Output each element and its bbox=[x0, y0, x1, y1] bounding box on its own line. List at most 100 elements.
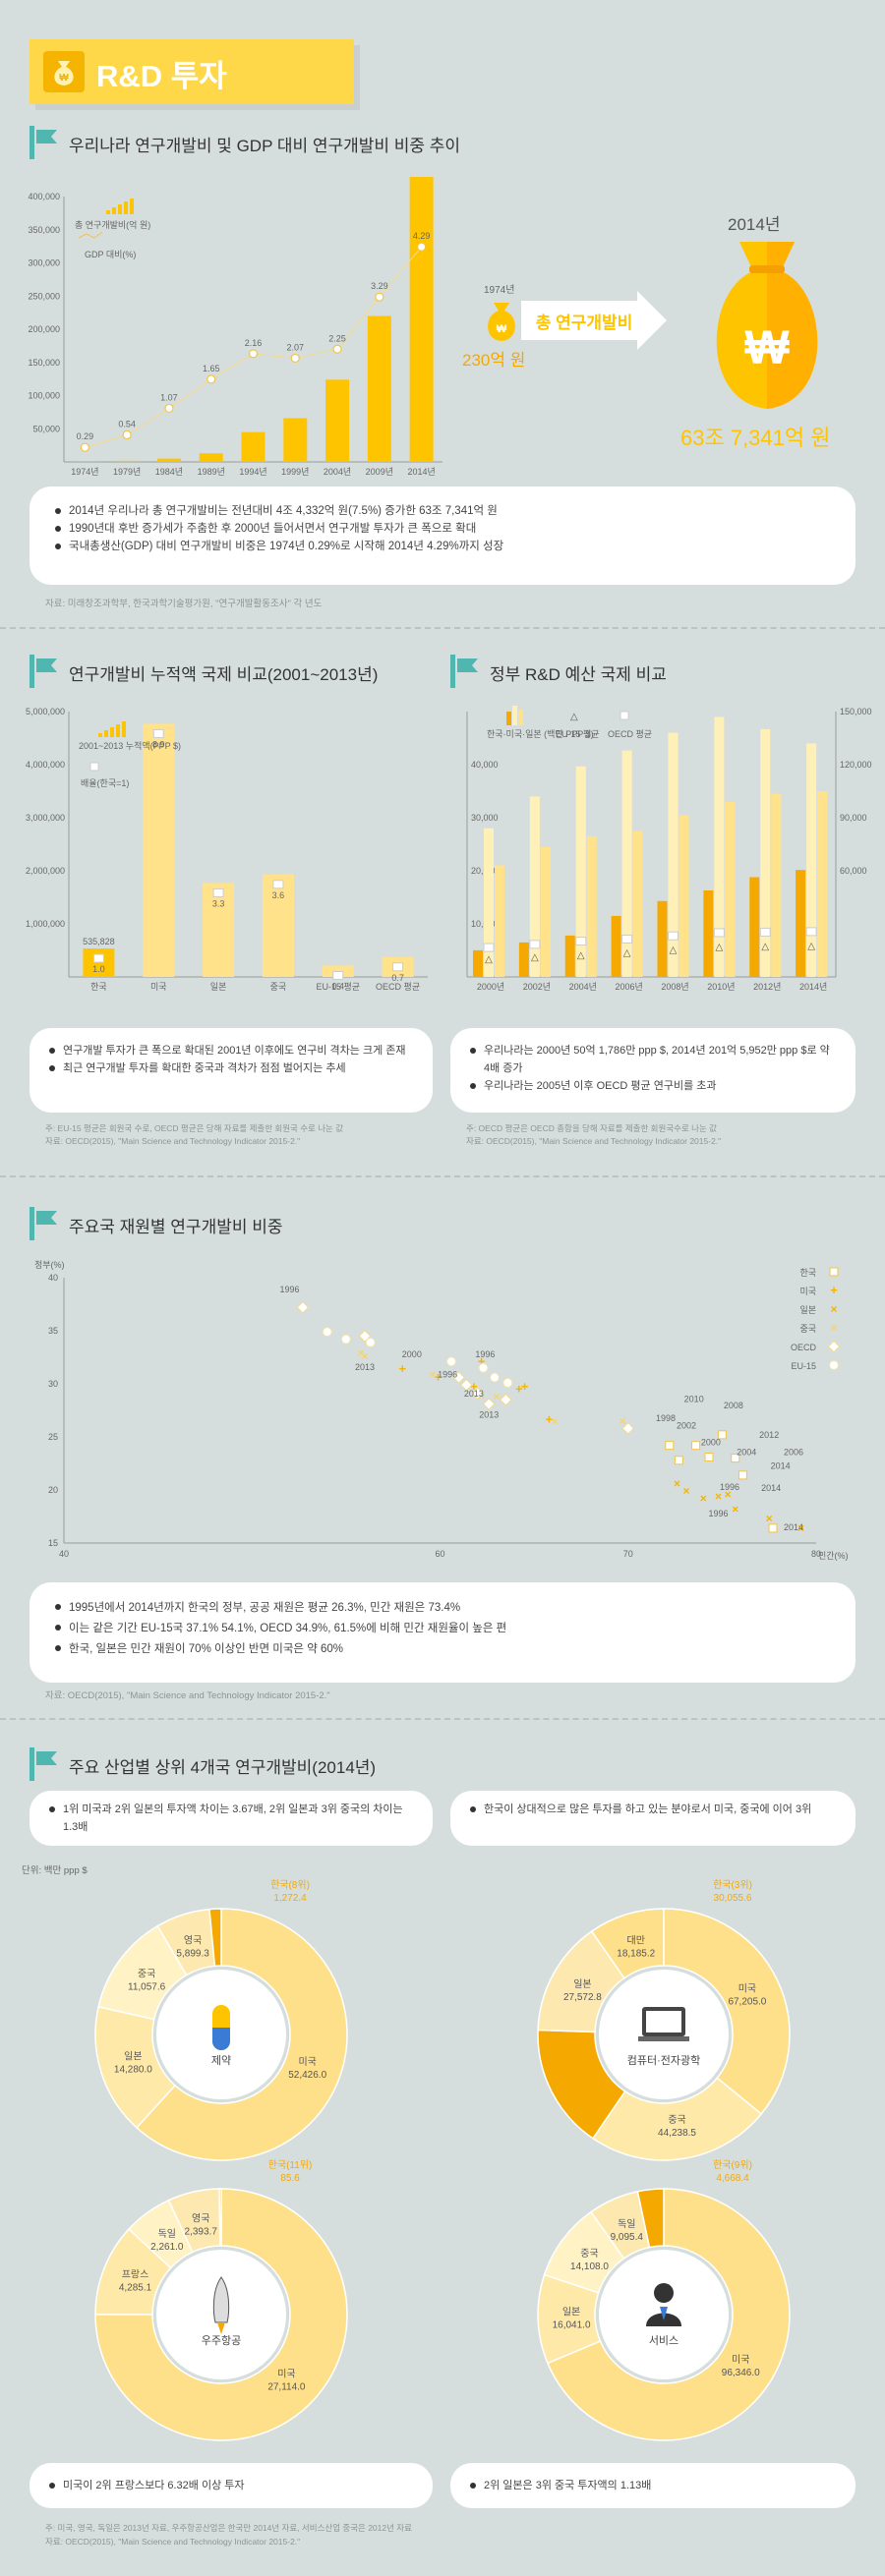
growth-callout: 1974년 ₩ 230억 원 총 연구개발비 2014년 ₩ 63조 7,341… bbox=[462, 197, 875, 462]
head-shape bbox=[654, 2283, 674, 2303]
slice-country: 중국 bbox=[580, 2248, 598, 2260]
x-tick-label: 1984년 bbox=[155, 467, 183, 477]
eu15-marker: △ bbox=[623, 948, 631, 959]
scatter-point bbox=[738, 1470, 747, 1480]
eu15-marker: △ bbox=[670, 945, 678, 955]
slice-country: 한국(8위) bbox=[270, 1878, 310, 1891]
scatter-point: × bbox=[797, 1521, 804, 1535]
industry-label: 컴퓨터·전자광학 bbox=[627, 2054, 701, 2067]
donut-slice bbox=[208, 1908, 222, 1968]
section4-source: 자료: OECD(2015), "Main Science and Techno… bbox=[45, 1690, 330, 1701]
x-tick-label: 2014년 bbox=[407, 467, 435, 477]
section3-heading: 정부 R&D 예산 국제 비교 bbox=[450, 655, 863, 690]
y-tick-label: 30 bbox=[48, 1379, 58, 1389]
summary-item: 2위 일본은 3위 중국 투자액의 1.13배 bbox=[468, 2477, 838, 2494]
ratio-label: 8.9 bbox=[152, 739, 165, 749]
scatter-point bbox=[452, 1371, 465, 1384]
unit-label: 단위: 백만 ppp $ bbox=[22, 1865, 88, 1876]
scatter-point: × bbox=[552, 1414, 559, 1428]
slice-value: 67,205.0 bbox=[728, 1997, 766, 2008]
scatter-point: × bbox=[361, 1349, 368, 1363]
bar-usa bbox=[529, 796, 540, 977]
slice-value: 2,393.7 bbox=[185, 2226, 218, 2237]
legend-bar-icon bbox=[98, 733, 102, 737]
summary-item: 한국, 일본은 민간 재원이 70% 이상인 반면 미국은 약 60% bbox=[53, 1639, 832, 1660]
bar-japan bbox=[632, 830, 643, 977]
scatter-point: × bbox=[358, 1346, 365, 1360]
donut-slice bbox=[636, 2188, 665, 2249]
slice-value: 4,668.4 bbox=[716, 2173, 749, 2184]
year-end: 2014년 bbox=[728, 215, 781, 234]
pill-icon bbox=[212, 2005, 230, 2050]
legend-marker: × bbox=[830, 1302, 837, 1316]
divider bbox=[0, 1175, 885, 1177]
scatter-point bbox=[621, 1421, 635, 1435]
oecd-marker bbox=[621, 934, 633, 944]
tie-shape bbox=[660, 2307, 668, 2320]
bubble-pharma: 1위 미국과 2위 일본의 투자액 차이는 3.67배, 2위 일본과 3위 중… bbox=[30, 1791, 433, 1846]
section5-title: 주요 산업별 상위 4개국 연구개발비(2014년) bbox=[69, 1758, 377, 1777]
slice-value: 44,238.5 bbox=[658, 2128, 696, 2139]
section2-title: 연구개발비 누적액 국제 비교(2001~2013년) bbox=[69, 665, 379, 684]
point-annotation: 1996 bbox=[475, 1349, 495, 1359]
bar-cumulative-rd bbox=[262, 874, 294, 977]
donut-slice bbox=[135, 1908, 348, 2161]
scatter-point: × bbox=[732, 1502, 738, 1516]
legend-marker: × bbox=[830, 1321, 837, 1335]
legend-bar-label: 2001~2013 누적액(PPP $) bbox=[79, 740, 181, 751]
slice-value: 52,426.0 bbox=[288, 2070, 326, 2081]
section2-note: 주: EU-15 평균은 회원국 수로, OECD 평균은 당해 자료를 제출한… bbox=[45, 1123, 344, 1133]
summary-item: 국내총생산(GDP) 대비 연구개발비 비중은 1974년 0.29%로 시작해… bbox=[53, 538, 832, 555]
x-tick-label: EU-15 평균 bbox=[316, 982, 360, 992]
y-tick-label-right: 120,000 bbox=[840, 760, 872, 770]
y-tick-label: 300,000 bbox=[28, 258, 60, 268]
y-tick-label: 150,000 bbox=[28, 358, 60, 368]
slice-country: 미국 bbox=[298, 2056, 316, 2068]
computer-icon bbox=[638, 2007, 689, 2041]
legend-marker bbox=[827, 1340, 841, 1353]
legend-bar-icon bbox=[122, 721, 126, 737]
summary-item: 1995년에서 2014년까지 한국의 정부, 공공 재원은 평균 26.3%,… bbox=[53, 1598, 832, 1619]
summary-item: 우리나라는 2000년 50억 1,786만 ppp $, 2014년 201억… bbox=[468, 1042, 838, 1077]
scatter-point: × bbox=[493, 1390, 500, 1403]
scatter-point: + bbox=[435, 1370, 442, 1385]
scatter-point bbox=[731, 1454, 740, 1463]
legend-oecd-icon bbox=[620, 711, 629, 720]
bar-korea bbox=[611, 915, 621, 977]
bar-korea bbox=[749, 877, 760, 977]
summary-item: 한국이 상대적으로 많은 투자를 하고 있는 분야로서 미국, 중국에 이어 3… bbox=[468, 1801, 838, 1818]
page-title: R&D 투자 bbox=[96, 59, 227, 93]
bar-japan bbox=[586, 835, 597, 977]
legend-korea-icon bbox=[506, 712, 511, 725]
section1-title: 우리나라 연구개발비 및 GDP 대비 연구개발비 비중 추이 bbox=[69, 137, 461, 155]
scatter-point: × bbox=[766, 1512, 773, 1525]
legend-label: OECD bbox=[791, 1343, 817, 1352]
pill-half bbox=[212, 2028, 230, 2050]
slice-country: 중국 bbox=[668, 2114, 685, 2126]
slice-country: 독일 bbox=[158, 2228, 176, 2240]
y-tick-label: 15 bbox=[48, 1538, 58, 1548]
x-tick-label: 80 bbox=[811, 1549, 821, 1559]
scatter-point bbox=[322, 1327, 332, 1338]
legend-bar-icon bbox=[124, 201, 128, 214]
scatter-point: × bbox=[683, 1484, 690, 1498]
x-tick-label: 한국 bbox=[90, 982, 107, 992]
gdp-ratio-label: 4.29 bbox=[413, 231, 431, 241]
y-tick-label: 20 bbox=[48, 1485, 58, 1495]
divider bbox=[0, 627, 885, 629]
scatter-point: × bbox=[700, 1492, 707, 1506]
legend-usa-icon bbox=[512, 706, 517, 725]
slice-value: 27,572.8 bbox=[563, 1992, 602, 2003]
scatter-point: + bbox=[478, 1353, 486, 1368]
bubble-electronics: 한국이 상대적으로 많은 투자를 하고 있는 분야로서 미국, 중국에 이어 3… bbox=[450, 1791, 856, 1846]
slice-value: 16,041.0 bbox=[553, 2319, 591, 2330]
slice-value: 9,095.4 bbox=[611, 2232, 644, 2243]
arrow-label: 총 연구개발비 bbox=[535, 314, 633, 332]
value-start: 230억 원 bbox=[462, 351, 526, 370]
bar-rd-expenditure bbox=[199, 453, 223, 462]
section1-heading: 우리나라 연구개발비 및 GDP 대비 연구개발비 비중 추이 bbox=[30, 126, 836, 161]
legend-bar-icon bbox=[104, 730, 108, 737]
slice-value: 2,261.0 bbox=[150, 2242, 184, 2253]
industry-donut-charts: 미국 52,426.0 일본 14,280.0 중국 11,057.6 영국 5,899.3 한… bbox=[94, 1878, 791, 2441]
bar-rd-expenditure bbox=[241, 431, 266, 462]
